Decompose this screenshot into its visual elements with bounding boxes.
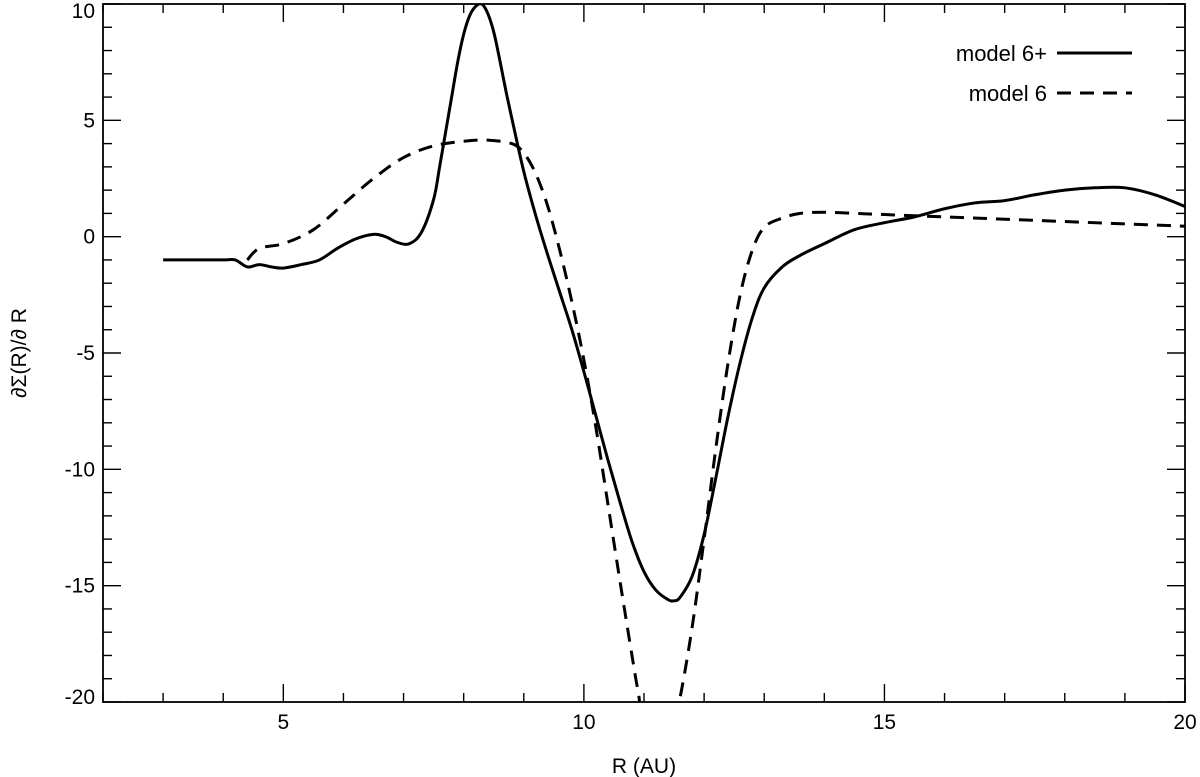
series-line-1 [163, 4, 1185, 603]
y-tick-label: -20 [65, 686, 95, 709]
y-tick-label: -10 [65, 458, 95, 481]
legend-label-2: model 6 [969, 81, 1047, 106]
y-tick-label: 10 [72, 0, 95, 23]
axis-tick-labels: 5 10 15 20 -20 -15 -10 -5 0 5 10 [65, 0, 1197, 734]
x-axis-title: R (AU) [612, 755, 676, 777]
series-line-2 [246, 138, 1185, 702]
y-tick-label: 5 [83, 109, 95, 132]
series-lines [163, 4, 1185, 702]
x-tick-label: 15 [873, 711, 896, 734]
axis-ticks [102, 3, 1186, 703]
legend: model 6+ model 6 [956, 41, 1132, 106]
y-tick-label: -5 [76, 342, 95, 365]
y-tick-label: 0 [83, 226, 95, 249]
y-axis-title: ∂Σ(R)/∂ R [8, 308, 31, 398]
legend-label-1: model 6+ [956, 41, 1047, 66]
x-tick-label: 20 [1173, 711, 1196, 734]
x-tick-label: 10 [572, 711, 595, 734]
plot-frame [102, 3, 1186, 703]
y-tick-label: -15 [65, 575, 95, 598]
x-tick-label: 5 [277, 711, 289, 734]
